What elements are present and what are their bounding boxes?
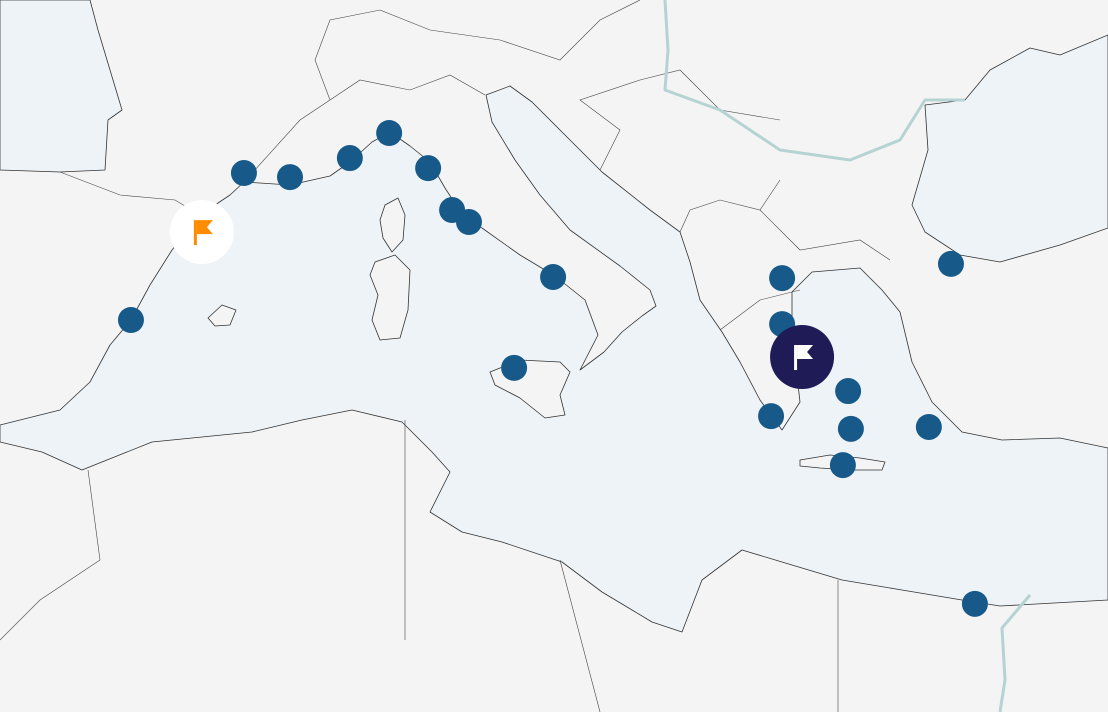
port-marker[interactable] <box>455 209 482 236</box>
port-marker[interactable] <box>230 160 257 187</box>
port-marker[interactable] <box>758 403 785 430</box>
flag-icon <box>794 345 814 371</box>
selected-flag-marker[interactable] <box>770 325 835 390</box>
black-sea <box>911 34 1108 263</box>
nile-river <box>998 594 1032 712</box>
port-marker[interactable] <box>276 164 303 191</box>
port-marker[interactable] <box>837 415 864 442</box>
port-marker[interactable] <box>769 265 796 292</box>
port-markers <box>117 120 988 617</box>
flag-icon <box>193 220 213 246</box>
atlantic-ocean <box>0 0 123 173</box>
corsica <box>379 197 406 253</box>
port-marker[interactable] <box>501 354 528 381</box>
borders <box>0 0 891 712</box>
port-marker[interactable] <box>336 145 363 172</box>
danube-river <box>663 0 965 162</box>
port-marker[interactable] <box>117 307 144 333</box>
port-marker[interactable] <box>937 250 964 277</box>
flag-markers <box>169 200 835 390</box>
port-marker[interactable] <box>376 120 403 146</box>
origin-flag-marker[interactable] <box>169 200 234 265</box>
port-marker[interactable] <box>829 452 856 479</box>
port-marker[interactable] <box>915 413 942 440</box>
mallorca <box>207 304 237 327</box>
sardinia <box>369 254 411 341</box>
port-marker[interactable] <box>835 378 862 405</box>
port-marker[interactable] <box>540 263 567 290</box>
port-marker[interactable] <box>961 590 988 617</box>
port-marker[interactable] <box>415 155 442 182</box>
